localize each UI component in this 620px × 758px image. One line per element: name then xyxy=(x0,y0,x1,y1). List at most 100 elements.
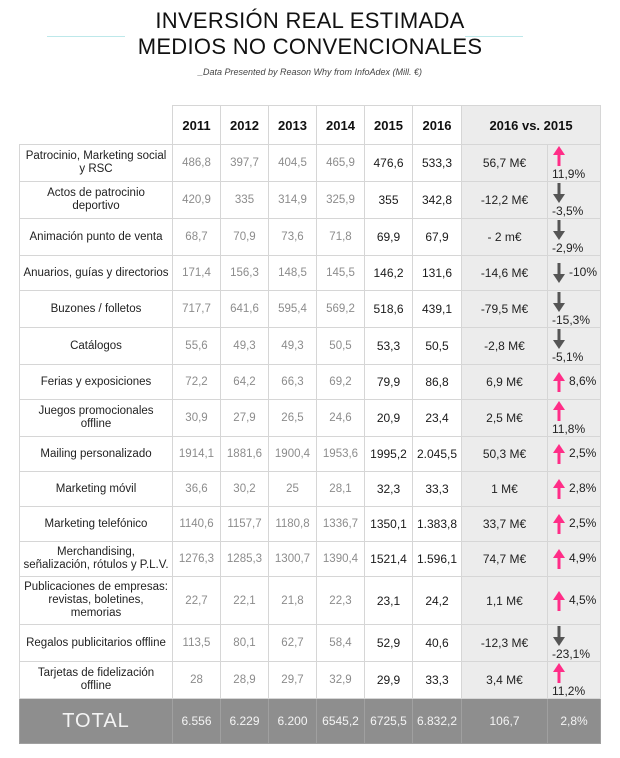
value-cell-2015: 29,9 xyxy=(364,661,413,699)
value-cell-2013: 1300,7 xyxy=(268,541,317,577)
pct-change-value: 2,5% xyxy=(569,446,597,461)
row-category: Buzones / folletos xyxy=(19,290,173,328)
value-cell-2016: 67,9 xyxy=(412,218,462,256)
value-cell-2014: 69,2 xyxy=(316,364,365,400)
arrow-up-icon xyxy=(553,401,565,421)
table-row: Publicaciones de empresas: revistas, bol… xyxy=(19,576,602,625)
value-cell-2014: 28,1 xyxy=(316,471,365,507)
value-cell-2016: 24,2 xyxy=(412,576,462,625)
table-row: Marketing telefónico 1140,6 1157,7 1180,8 13… xyxy=(19,506,602,542)
table-row: Juegos promocionales offline 30,9 27,9 26,5… xyxy=(19,399,602,437)
table-row: Merchandising, señalización, rótulos y P… xyxy=(19,541,602,577)
value-cell-2016: 2.045,5 xyxy=(412,436,462,472)
value-cell-2014: 22,3 xyxy=(316,576,365,625)
total-pct: 2,8% xyxy=(546,698,602,744)
value-cell-2011: 420,9 xyxy=(172,181,221,219)
value-cell-2013: 404,5 xyxy=(268,144,317,182)
value-cell-2014: 465,9 xyxy=(316,144,365,182)
pct-change-value: -10% xyxy=(569,265,598,280)
table-row: Regalos publicitarios offline 113,5 80,1 62… xyxy=(19,624,602,662)
value-cell-2011: 22,7 xyxy=(172,576,221,625)
value-cell-2011: 113,5 xyxy=(172,624,221,662)
row-category: Ferias y exposiciones xyxy=(19,364,173,400)
value-cell-2016: 131,6 xyxy=(412,255,462,291)
value-cell-2011: 55,6 xyxy=(172,327,221,365)
pct-change-cell: -23,1% xyxy=(546,624,602,662)
diff-cell: 50,3 M€ xyxy=(461,436,548,472)
value-cell-2013: 66,3 xyxy=(268,364,317,400)
table-row: Catálogos 55,6 49,3 49,3 50,5 53,3 50,5 -2,8 M€… xyxy=(19,327,602,365)
table-row: Buzones / folletos 717,7 641,6 595,4 569,2 51… xyxy=(19,290,602,328)
pct-change-value: -2,9% xyxy=(552,241,584,255)
row-category: Juegos promocionales offline xyxy=(19,399,173,437)
value-cell-2015: 20,9 xyxy=(364,399,413,437)
value-cell-2014: 1390,4 xyxy=(316,541,365,577)
pct-change-value: 11,2% xyxy=(552,684,586,698)
row-category: Mailing personalizado xyxy=(19,436,173,472)
pct-change-cell: -2,9% xyxy=(546,218,602,256)
total-value-2016: 6.832,2 xyxy=(412,698,462,744)
arrow-down-icon xyxy=(553,292,565,312)
total-value-2015: 6725,5 xyxy=(364,698,413,744)
value-cell-2012: 156,3 xyxy=(220,255,269,291)
value-cell-2012: 1285,3 xyxy=(220,541,269,577)
value-cell-2012: 1881,6 xyxy=(220,436,269,472)
value-cell-2012: 22,1 xyxy=(220,576,269,625)
pct-change-cell: -5,1% xyxy=(546,327,602,365)
total-value-2014: 6545,2 xyxy=(316,698,365,744)
value-cell-2011: 28 xyxy=(172,661,221,699)
pct-change-cell: 11,2% xyxy=(546,661,602,699)
value-cell-2012: 27,9 xyxy=(220,399,269,437)
header-2013: 2013 xyxy=(268,105,317,145)
value-cell-2013: 49,3 xyxy=(268,327,317,365)
row-category: Tarjetas de fidelización offline xyxy=(19,661,173,699)
header-comparison: 2016 vs. 2015 xyxy=(460,105,602,145)
total-value-2011: 6.556 xyxy=(172,698,221,744)
value-cell-2015: 69,9 xyxy=(364,218,413,256)
title-line-2: MEDIOS NO CONVENCIONALES xyxy=(137,34,483,59)
table-row: Mailing personalizado 1914,1 1881,6 1900,4 1… xyxy=(19,436,602,472)
value-cell-2013: 1900,4 xyxy=(268,436,317,472)
value-cell-2012: 397,7 xyxy=(220,144,269,182)
value-cell-2016: 342,8 xyxy=(412,181,462,219)
title-line-1: INVERSIÓN REAL ESTIMADA xyxy=(155,8,465,33)
header-2015: 2015 xyxy=(364,105,413,145)
pct-change-value: 11,9% xyxy=(552,167,586,181)
diff-cell: -12,2 M€ xyxy=(461,181,548,219)
value-cell-2015: 476,6 xyxy=(364,144,413,182)
decorative-line-right xyxy=(465,36,523,37)
value-cell-2014: 50,5 xyxy=(316,327,365,365)
value-cell-2015: 32,3 xyxy=(364,471,413,507)
value-cell-2016: 439,1 xyxy=(412,290,462,328)
value-cell-2011: 171,4 xyxy=(172,255,221,291)
value-cell-2011: 30,9 xyxy=(172,399,221,437)
pct-change-cell: 4,9% xyxy=(546,541,602,577)
value-cell-2015: 355 xyxy=(364,181,413,219)
header-row: 2011 2012 2013 2014 2015 2016 2016 vs. 2… xyxy=(19,105,602,145)
total-label: TOTAL xyxy=(19,698,173,744)
value-cell-2013: 73,6 xyxy=(268,218,317,256)
total-row: TOTAL 6.556 6.229 6.200 6545,2 6725,5 6.832,2 1… xyxy=(19,698,602,744)
value-cell-2012: 70,9 xyxy=(220,218,269,256)
table-body: Patrocinio, Marketing social y RSC 486,8 3… xyxy=(19,144,602,744)
title-block: INVERSIÓN REAL ESTIMADA MEDIOS NO CONVEN… xyxy=(0,8,620,60)
pct-change-value: 2,5% xyxy=(569,516,597,531)
value-cell-2015: 52,9 xyxy=(364,624,413,662)
value-cell-2016: 533,3 xyxy=(412,144,462,182)
value-cell-2012: 30,2 xyxy=(220,471,269,507)
value-cell-2015: 23,1 xyxy=(364,576,413,625)
value-cell-2016: 50,5 xyxy=(412,327,462,365)
pct-change-cell: 11,8% xyxy=(546,399,602,437)
total-diff: 106,7 xyxy=(461,698,548,744)
arrow-up-icon xyxy=(553,663,565,683)
table-row: Marketing móvil 36,6 30,2 25 28,1 32,3 33,3 1 M… xyxy=(19,471,602,507)
value-cell-2015: 79,9 xyxy=(364,364,413,400)
arrow-down-icon xyxy=(553,329,565,349)
table-row: Anuarios, guías y directorios 171,4 156,3 1… xyxy=(19,255,602,291)
pct-change-value: 8,6% xyxy=(569,374,597,389)
value-cell-2015: 1995,2 xyxy=(364,436,413,472)
pct-change-value: 11,8% xyxy=(552,422,586,436)
row-category: Marketing móvil xyxy=(19,471,173,507)
diff-cell: 2,5 M€ xyxy=(461,399,548,437)
value-cell-2014: 1336,7 xyxy=(316,506,365,542)
